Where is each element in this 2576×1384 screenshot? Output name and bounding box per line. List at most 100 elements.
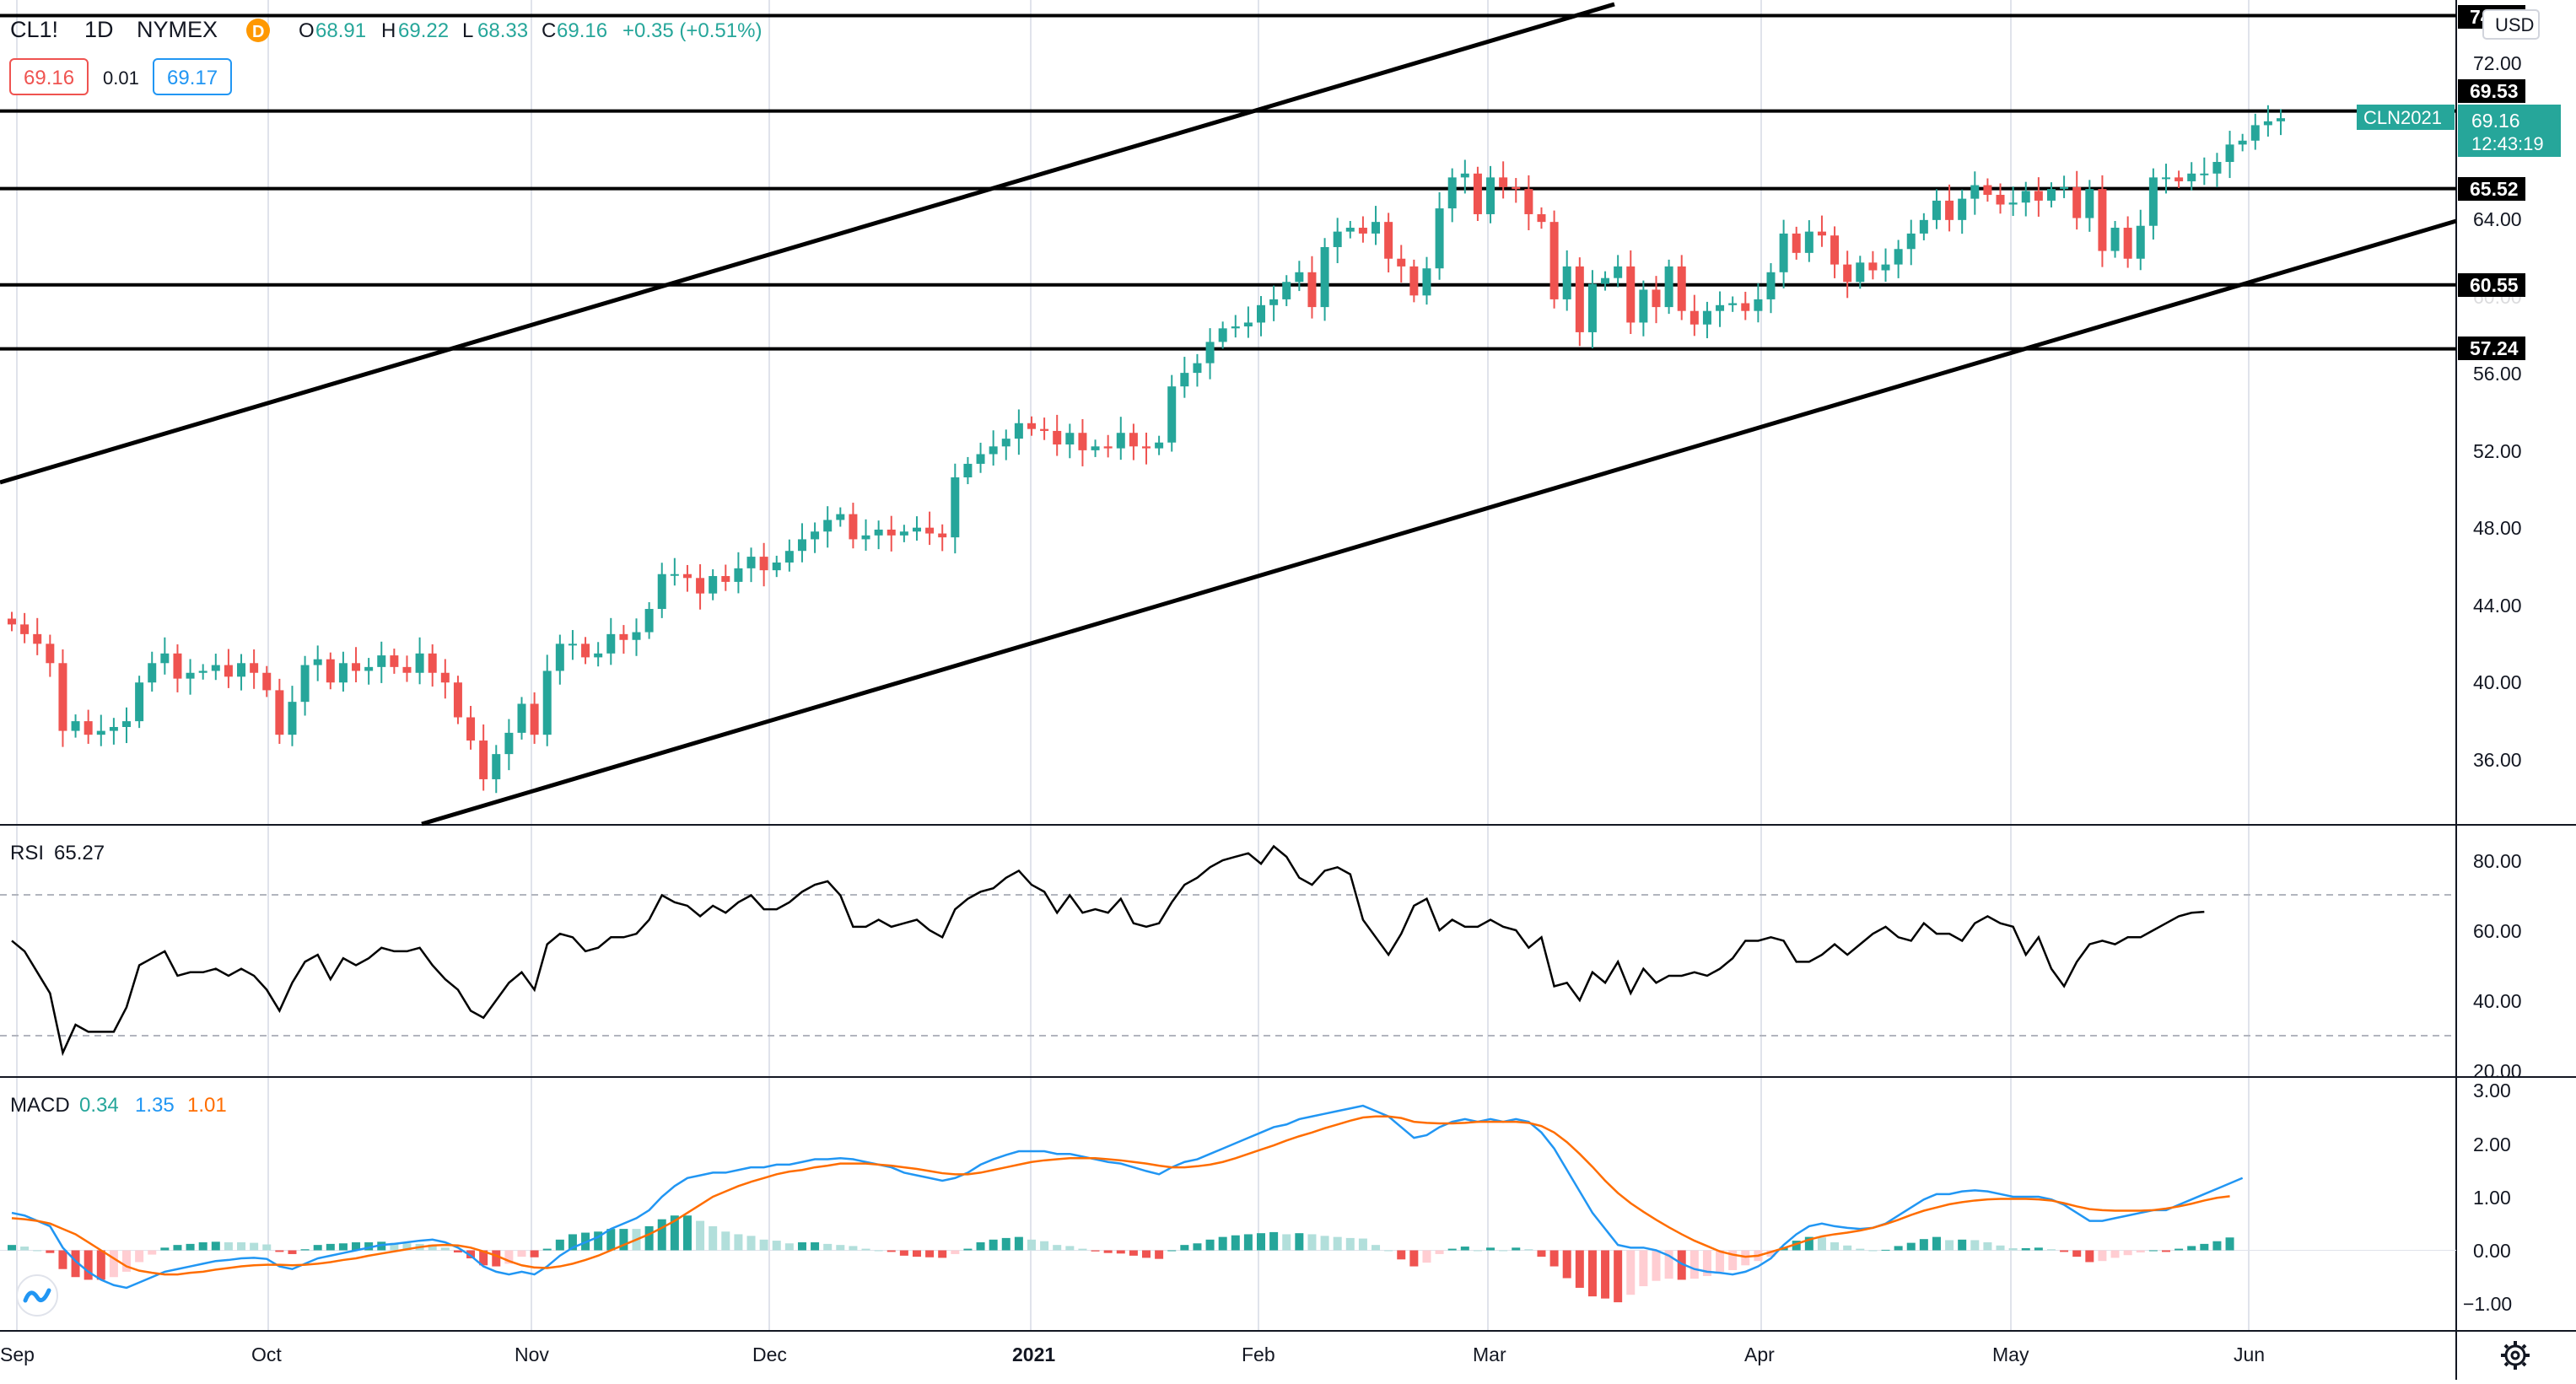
candle-body: [1945, 200, 1954, 220]
candle-body: [542, 670, 552, 735]
macd-histogram-bar: [428, 1244, 437, 1251]
candle: [784, 539, 794, 572]
candle: [33, 617, 42, 655]
macd-histogram-bar: [1958, 1239, 1967, 1251]
upper-channel-trendline[interactable]: [0, 2, 1615, 485]
rsi-tick: 80.00: [2473, 850, 2522, 872]
candle: [1549, 210, 1559, 309]
candle: [1894, 240, 1903, 278]
candle-body: [1282, 282, 1291, 299]
time-tick: Nov: [515, 1344, 549, 1365]
candle-body: [1027, 423, 1036, 429]
candle: [657, 563, 666, 618]
macd-histogram-bar: [1601, 1250, 1610, 1299]
candle-body: [1065, 433, 1075, 445]
candle: [2021, 181, 2030, 217]
currency-label: USD: [2495, 14, 2534, 35]
candle: [632, 618, 641, 656]
candle: [135, 676, 144, 729]
lower-channel-trendline[interactable]: [421, 218, 2457, 827]
macd-histogram-bar: [135, 1250, 144, 1263]
macd-histogram-bar: [1639, 1250, 1648, 1287]
open-label: O: [299, 19, 315, 42]
candle: [71, 714, 80, 738]
current-price-tag: CLN2021 69.16 12:43:19: [2357, 105, 2561, 157]
open-value: 68.91: [315, 19, 366, 42]
macd-histogram-bar: [797, 1241, 806, 1251]
vertical-gridlines: [16, 0, 2250, 1331]
candle: [1830, 226, 1840, 278]
macd-histogram-bar: [1372, 1245, 1381, 1251]
price-tick: 56.00: [2473, 363, 2522, 385]
macd-histogram-bar: [1792, 1241, 1801, 1251]
macd-histogram-bar: [811, 1241, 820, 1251]
macd-histogram-bar: [606, 1229, 616, 1251]
candle: [1091, 439, 1100, 457]
candle-body: [2136, 225, 2145, 259]
candle: [1307, 256, 1317, 319]
macd-histogram-bar: [492, 1250, 501, 1267]
candle: [1358, 216, 1367, 243]
settings-gear-icon[interactable]: [2501, 1341, 2530, 1370]
candle: [1142, 433, 1151, 465]
candle-body: [1524, 189, 1533, 214]
tradingview-logo-icon[interactable]: [16, 1274, 58, 1317]
trade-buttons[interactable]: 69.16 0.01 69.17: [9, 58, 232, 95]
candle-body: [823, 520, 833, 532]
macd-legend[interactable]: MACD 0.34 1.35 1.01: [10, 1094, 227, 1117]
candle-body: [390, 655, 399, 667]
horizontal-levels[interactable]: [0, 13, 2456, 351]
currency-button[interactable]: USD: [2482, 9, 2540, 40]
macd-histogram-bar: [899, 1250, 908, 1256]
candle-body: [440, 672, 450, 683]
candle-body: [2072, 186, 2082, 218]
candle-body: [1001, 439, 1010, 447]
macd-axis[interactable]: 3.00 2.00 1.00 0.00 −1.00: [2463, 1080, 2512, 1315]
macd-histogram-bar: [8, 1245, 16, 1251]
candle: [644, 602, 654, 639]
candle: [504, 719, 514, 771]
candle: [275, 678, 284, 744]
macd-histogram-bar: [1243, 1234, 1253, 1251]
rsi-axis[interactable]: 80.00 60.00 40.00 20.00: [2473, 850, 2522, 1082]
time-axis[interactable]: Sep Oct Nov Dec 2021 Feb Mar Apr May Jun: [0, 1344, 2265, 1365]
macd-histogram-bar: [1996, 1245, 2005, 1251]
candle-body: [555, 644, 564, 671]
macd-histogram-bar: [1167, 1250, 1177, 1252]
candle-body: [1919, 219, 1928, 234]
candle: [1473, 166, 1482, 221]
buy-button[interactable]: [153, 58, 232, 95]
sell-button[interactable]: [9, 58, 89, 95]
macd-histogram-bar: [58, 1250, 67, 1269]
candle: [2263, 105, 2272, 137]
rsi-label: RSI: [10, 842, 44, 864]
market-status-badge[interactable]: [246, 19, 270, 42]
candle: [1689, 294, 1699, 337]
contract-tag-bg: [2357, 105, 2455, 130]
candle: [58, 649, 67, 747]
candle-body: [262, 672, 272, 691]
candle-body: [1537, 213, 1546, 223]
macd-histogram-bar: [823, 1243, 833, 1251]
macd-histogram-bar: [1142, 1250, 1151, 1258]
candle: [1257, 296, 1266, 337]
candle-body: [1345, 228, 1355, 232]
macd-histogram-bar: [1741, 1250, 1750, 1266]
candle-body: [1779, 233, 1788, 272]
candle-body: [466, 717, 476, 741]
macd-histogram-bar: [938, 1250, 947, 1258]
macd-histogram-bar: [1652, 1250, 1661, 1281]
candle-body: [1447, 177, 1457, 209]
rsi-legend[interactable]: RSI 65.27: [10, 842, 105, 864]
macd-histogram-bar: [1868, 1250, 1878, 1252]
macd-histogram-bar: [352, 1241, 361, 1251]
candle-body: [721, 576, 730, 582]
macd-histogram-bar: [2046, 1249, 2056, 1251]
macd-histogram-bar: [1422, 1250, 1431, 1263]
symbol-legend[interactable]: CL1! 1D NYMEX D O 68.91 H 69.22 L 68.33 …: [10, 17, 762, 42]
candle-body: [275, 690, 284, 735]
candle: [1435, 192, 1444, 280]
sell-price: 69.16: [24, 67, 74, 89]
